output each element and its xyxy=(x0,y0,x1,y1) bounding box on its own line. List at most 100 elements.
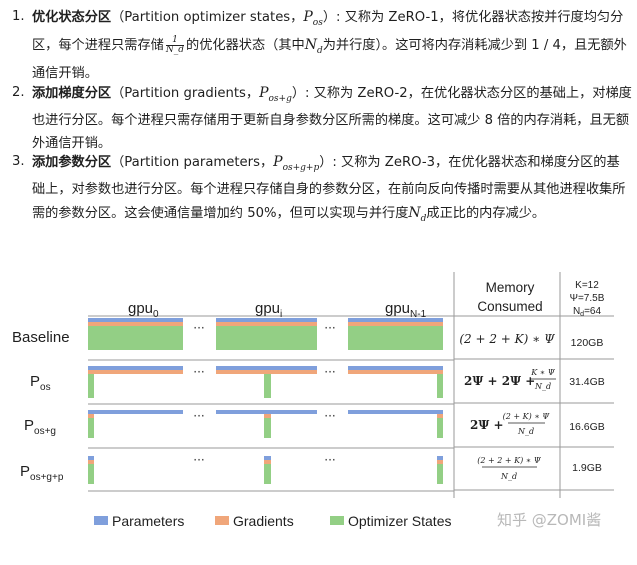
item-text: 为并行度）。这可将内存消耗减少到 1 / 4，且无额外通信开销。 xyxy=(32,38,627,81)
bar-posg-grads xyxy=(437,414,443,418)
item-text: 成正比的内存减少。 xyxy=(426,205,546,221)
ellipsis-mark: ··· xyxy=(324,365,335,379)
formula-posg-a: 2Ψ + xyxy=(470,418,504,432)
legend-optimizer: Optimizer States xyxy=(348,513,451,529)
ellipsis-mark: ··· xyxy=(193,321,204,335)
legend-gradients: Gradients xyxy=(233,513,294,529)
math-symbol: Nd xyxy=(304,37,323,57)
formula-posg-num: (2 + K) ∗ Ψ xyxy=(503,412,551,421)
bar-posgp-params xyxy=(264,456,271,460)
math-symbol: Nd xyxy=(408,204,427,224)
gpu-label-i: gpui xyxy=(255,300,282,320)
param-psi: Ψ=7.5B xyxy=(570,293,605,304)
bar-posgp-grads xyxy=(88,460,94,464)
item-text: （Partition gradients， xyxy=(111,86,260,101)
bar-posgp-optim xyxy=(264,464,271,484)
list-number: 2. xyxy=(12,85,25,100)
legend-swatch-parameters xyxy=(94,516,108,525)
gpu-label-0: gpu0 xyxy=(128,300,159,320)
bar-posg-params xyxy=(216,410,317,414)
legend-swatch-optimizer xyxy=(330,516,344,525)
item-text: ）: 又称为 ZeRO-1，将优化器状态按并行度均匀分区，每个进程只需存储 xyxy=(32,10,624,54)
list-number: 3. xyxy=(12,154,25,169)
gpu-label-n-1: gpuN-1 xyxy=(385,300,427,320)
list-item-zero2: 2. 添加梯度分区（Partition gradients，Pos+g）: 又称… xyxy=(12,82,632,155)
bar-baseline-optim xyxy=(348,326,443,350)
row-label-pos: Pos xyxy=(30,373,51,393)
math-symbol: Pos xyxy=(303,9,323,28)
bar-posgp-grads xyxy=(437,460,443,464)
legend-parameters: Parameters xyxy=(112,513,184,529)
formula-baseline: (2 + 2 + K) ∗ Ψ xyxy=(459,332,555,346)
row-label-baseline: Baseline xyxy=(12,329,70,346)
item-text: （Partition parameters， xyxy=(111,155,274,170)
bar-posg-grads xyxy=(264,414,271,418)
memory-header-2: Consumed xyxy=(477,299,542,314)
table-grid xyxy=(88,272,614,498)
bar-baseline-grads xyxy=(348,322,443,326)
value-pos: 31.4GB xyxy=(569,376,605,388)
bar-pos-optim xyxy=(264,374,271,398)
bar-posgp-params xyxy=(437,456,443,460)
bar-baseline-optim xyxy=(216,326,317,350)
formula-posgp-den: N_d xyxy=(500,472,517,481)
ellipsis-mark: ··· xyxy=(193,453,204,467)
ellipsis-mark: ··· xyxy=(324,321,335,335)
bar-posg-params xyxy=(348,410,443,414)
formula-pos-den: N_d xyxy=(534,382,551,391)
formula-posgp-num: (2 + 2 + K) ∗ Ψ xyxy=(477,456,542,465)
list-number: 1. xyxy=(12,9,25,24)
math-symbol: Pos+g xyxy=(259,85,292,104)
bar-baseline-grads xyxy=(88,322,183,326)
bar-posgp-optim xyxy=(88,464,94,484)
bar-baseline-grads xyxy=(216,322,317,326)
fraction: 1 N_d xyxy=(165,34,185,55)
item-title: 优化状态分区 xyxy=(32,10,112,25)
bar-posg-optim xyxy=(88,418,94,438)
watermark: 知乎 @ZOMI酱 xyxy=(497,511,602,529)
ellipsis-mark: ··· xyxy=(193,409,204,423)
ellipsis-mark: ··· xyxy=(324,453,335,467)
bar-posgp-grads xyxy=(264,460,271,464)
bar-pos-params xyxy=(348,366,443,370)
math-symbol: Pos+g+p xyxy=(273,154,320,173)
bar-pos-grads xyxy=(216,370,317,374)
bar-posg-optim xyxy=(437,418,443,438)
memory-bars xyxy=(88,318,443,484)
bar-baseline-params xyxy=(88,318,183,322)
bar-posgp-params xyxy=(88,456,94,460)
value-baseline: 120GB xyxy=(571,337,604,349)
row-label-posgp: Pos+g+p xyxy=(20,463,64,483)
row-label-posg: Pos+g xyxy=(24,417,56,437)
memory-header-1: Memory xyxy=(486,280,535,295)
bar-pos-grads xyxy=(88,370,183,374)
value-posg: 16.6GB xyxy=(569,421,605,433)
item-text: ）: 又称为 ZeRO-3，在优化器状态和梯度分区的基础上，对参数也进行分区。每… xyxy=(32,155,626,221)
bar-posg-grads xyxy=(88,414,94,418)
item-title: 添加梯度分区 xyxy=(32,86,112,101)
param-nd: Nd=64 xyxy=(573,306,602,318)
ellipsis-mark: ··· xyxy=(324,409,335,423)
bar-baseline-params xyxy=(216,318,317,322)
value-posgp: 1.9GB xyxy=(572,462,602,474)
bar-pos-params xyxy=(216,366,317,370)
item-text: 的优化器状态（其中 xyxy=(186,38,305,54)
list-item-zero3: 3. 添加参数分区（Partition parameters，Pos+g+p）:… xyxy=(12,151,632,230)
formula-pos-a: 2Ψ + 2Ψ + xyxy=(464,374,535,388)
item-title: 添加参数分区 xyxy=(32,155,112,170)
bar-pos-optim xyxy=(437,374,443,398)
bar-posgp-optim xyxy=(437,464,443,484)
param-k: K=12 xyxy=(575,280,599,291)
legend-swatch-gradients xyxy=(215,516,229,525)
bar-pos-params xyxy=(88,366,183,370)
list-item-zero1: 1. 优化状态分区（Partition optimizer states，Pos… xyxy=(12,6,632,85)
item-text: ）: 又称为 ZeRO-2，在优化器状态分区的基础上，对梯度也进行分区。每个进程… xyxy=(32,86,632,151)
bar-pos-optim xyxy=(88,374,94,398)
formula-posg-den: N_d xyxy=(517,427,534,436)
ellipsis-mark: ··· xyxy=(193,365,204,379)
ellipsis-group: ··· ··· ··· ··· ··· ··· ··· ··· xyxy=(193,321,335,467)
bar-baseline-optim xyxy=(88,326,183,350)
bar-posg-optim xyxy=(264,418,271,438)
item-text: （Partition optimizer states， xyxy=(111,10,304,25)
